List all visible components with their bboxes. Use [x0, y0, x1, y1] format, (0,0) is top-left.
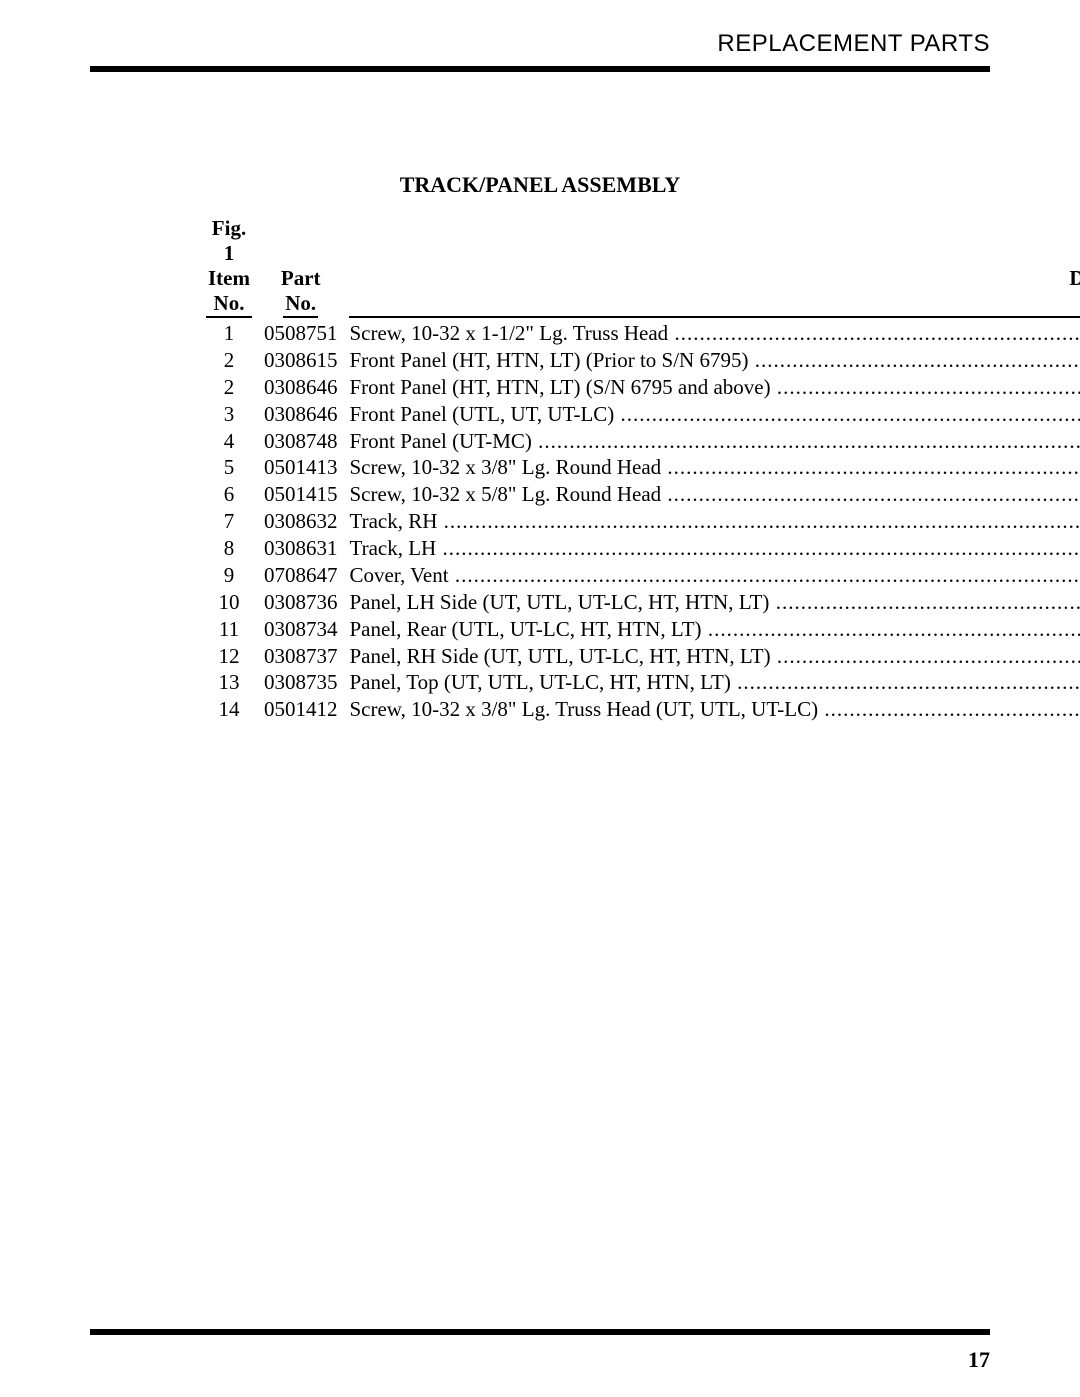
cell-part: 0501412 [258, 696, 344, 723]
cell-desc: Screw, 10-32 x 1-1/2" Lg. Truss Head [343, 320, 1080, 347]
cell-part: 0308735 [258, 669, 344, 696]
table-row: 30308646Front Panel (UTL, UT, UT-LC)1 [200, 401, 1080, 428]
page-number: 17 [968, 1347, 990, 1373]
cell-item: 10 [200, 589, 258, 616]
top-rule [90, 66, 990, 72]
table-row: 110308734Panel, Rear (UTL, UT-LC, HT, HT… [200, 616, 1080, 643]
cell-desc: Panel, LH Side (UT, UTL, UT-LC, HT, HTN,… [343, 589, 1080, 616]
table-row: 100308736Panel, LH Side (UT, UTL, UT-LC,… [200, 589, 1080, 616]
cell-item: 1 [200, 320, 258, 347]
table-row: 40308748Front Panel (UT-MC)1 [200, 428, 1080, 455]
table-row: 20308646Front Panel (HT, HTN, LT) (S/N 6… [200, 374, 1080, 401]
parts-table-wrap: Fig. 1 Item No. Part No. Description Qty [200, 216, 900, 723]
cell-part: 0308736 [258, 589, 344, 616]
col-header-item-line1: Fig. 1 [212, 216, 246, 265]
parts-table-head: Fig. 1 Item No. Part No. Description Qty [200, 216, 1080, 320]
cell-item: 14 [200, 696, 258, 723]
col-header-item: Fig. 1 Item No. [200, 216, 258, 320]
table-row: 10508751Screw, 10-32 x 1-1/2" Lg. Truss … [200, 320, 1080, 347]
cell-part: 0308632 [258, 508, 344, 535]
col-header-desc-line1: Description [1069, 266, 1080, 290]
table-row: 80308631Track, LH1 [200, 535, 1080, 562]
cell-item: 9 [200, 562, 258, 589]
cell-desc: Track, RH [343, 508, 1080, 535]
page: REPLACEMENT PARTS TRACK/PANEL ASSEMBLY F… [0, 0, 1080, 1397]
cell-item: 2 [200, 374, 258, 401]
col-header-desc: Description [343, 216, 1080, 320]
table-row: 90708647Cover, Vent2 [200, 562, 1080, 589]
cell-part: 0308734 [258, 616, 344, 643]
parts-table-header-row-1: Fig. 1 Item No. Part No. Description Qty [200, 216, 1080, 320]
cell-part: 0308631 [258, 535, 344, 562]
section-title: TRACK/PANEL ASSEMBLY [0, 172, 1080, 198]
cell-desc: Screw, 10-32 x 3/8" Lg. Round Head [343, 454, 1080, 481]
table-row: 130308735Panel, Top (UT, UTL, UT-LC, HT,… [200, 669, 1080, 696]
cell-part: 0308748 [258, 428, 344, 455]
bottom-rule [90, 1329, 990, 1335]
cell-part: 0308737 [258, 643, 344, 670]
cell-part: 0308615 [258, 347, 344, 374]
cell-item: 8 [200, 535, 258, 562]
parts-table-body: 10508751Screw, 10-32 x 1-1/2" Lg. Truss … [200, 320, 1080, 723]
cell-item: 6 [200, 481, 258, 508]
table-row: 120308737Panel, RH Side (UT, UTL, UT-LC,… [200, 643, 1080, 670]
cell-desc: Front Panel (HT, HTN, LT) (S/N 6795 and … [343, 374, 1080, 401]
cell-desc: Panel, RH Side (UT, UTL, UT-LC, HT, HTN,… [343, 643, 1080, 670]
cell-desc: Front Panel (UTL, UT, UT-LC) [343, 401, 1080, 428]
table-row: 140501412Screw, 10-32 x 3/8" Lg. Truss H… [200, 696, 1080, 723]
table-row: 50501413Screw, 10-32 x 3/8" Lg. Round He… [200, 454, 1080, 481]
col-header-part-line1: Part [281, 266, 321, 290]
cell-desc: Cover, Vent [343, 562, 1080, 589]
col-header-part: Part No. [258, 216, 344, 320]
col-header-item-line2: Item No. [206, 266, 252, 318]
cell-part: 0308646 [258, 374, 344, 401]
cell-item: 13 [200, 669, 258, 696]
table-row: 70308632Track, RH1 [200, 508, 1080, 535]
cell-item: 2 [200, 347, 258, 374]
cell-desc: Front Panel (UT-MC) [343, 428, 1080, 455]
cell-part: 0508751 [258, 320, 344, 347]
cell-part: 0308646 [258, 401, 344, 428]
cell-item: 3 [200, 401, 258, 428]
table-row: 20308615Front Panel (HT, HTN, LT) (Prior… [200, 347, 1080, 374]
cell-part: 0501415 [258, 481, 344, 508]
cell-desc: Screw, 10-32 x 5/8" Lg. Round Head [343, 481, 1080, 508]
col-header-part-line2: No. [283, 291, 318, 318]
cell-item: 4 [200, 428, 258, 455]
col-header-desc-underline [349, 291, 1080, 318]
cell-part: 0501413 [258, 454, 344, 481]
cell-item: 5 [200, 454, 258, 481]
cell-desc: Front Panel (HT, HTN, LT) (Prior to S/N … [343, 347, 1080, 374]
cell-part: 0708647 [258, 562, 344, 589]
cell-desc: Track, LH [343, 535, 1080, 562]
parts-table: Fig. 1 Item No. Part No. Description Qty [200, 216, 1080, 723]
cell-desc: Panel, Top (UT, UTL, UT-LC, HT, HTN, LT) [343, 669, 1080, 696]
cell-item: 12 [200, 643, 258, 670]
cell-desc: Panel, Rear (UTL, UT-LC, HT, HTN, LT) [343, 616, 1080, 643]
cell-item: 7 [200, 508, 258, 535]
header-title: REPLACEMENT PARTS [717, 30, 990, 58]
table-row: 60501415Screw, 10-32 x 5/8" Lg. Round He… [200, 481, 1080, 508]
cell-desc: Screw, 10-32 x 3/8" Lg. Truss Head (UT, … [343, 696, 1080, 723]
cell-item: 11 [200, 616, 258, 643]
